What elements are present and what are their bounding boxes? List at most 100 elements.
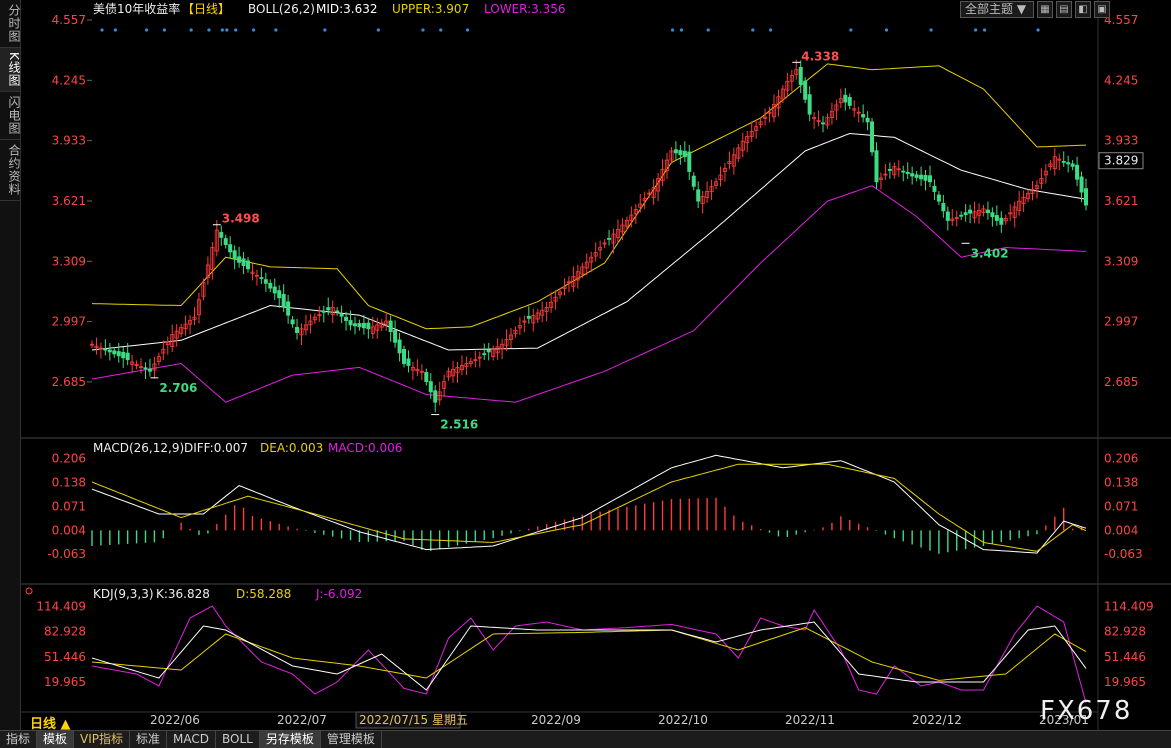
candle-body — [700, 195, 705, 204]
candle-body — [785, 80, 790, 91]
kdj-legend-d: D:58.288 — [236, 587, 291, 601]
candle-body — [660, 168, 665, 182]
candle-body — [348, 320, 353, 326]
signal-dot — [1036, 28, 1040, 32]
tab-templates[interactable]: 模板 — [37, 731, 75, 748]
candle-body — [901, 170, 906, 173]
candle-body — [196, 299, 201, 316]
candle-body — [165, 341, 170, 345]
candle-body — [549, 301, 554, 308]
tab-timeshare[interactable]: 分时图 — [0, 0, 21, 48]
macd-dea-line — [91, 463, 1087, 552]
candle-body — [281, 293, 286, 307]
candle-body — [254, 274, 259, 277]
signal-dot — [100, 28, 104, 32]
tab-manage-templates[interactable]: 管理模板 — [321, 731, 382, 748]
signal-dot — [323, 28, 327, 32]
chevron-down-icon: ▼ — [1016, 2, 1027, 16]
candle-body — [424, 372, 429, 382]
candle-body — [214, 229, 219, 252]
candle-body — [451, 368, 456, 377]
signal-dot — [974, 28, 978, 32]
candle-body — [1030, 189, 1035, 194]
candle-body — [339, 313, 344, 317]
kdj-y-tick-right: 114.409 — [1104, 599, 1154, 613]
chart-canvas[interactable]: 美债10年收益率 【日线】 BOLL(26,2) MID:3.632 UPPER:3.9… — [0, 0, 1171, 730]
candle-body — [798, 66, 803, 85]
tab-standard[interactable]: 标准 — [130, 731, 168, 748]
candle-body — [767, 111, 772, 114]
candle-body — [459, 365, 464, 371]
kdj-y-tick-right: 82.928 — [1104, 625, 1146, 639]
y-tick-right: 3.933 — [1104, 134, 1138, 148]
layout-icon[interactable]: ◧ — [1075, 1, 1091, 18]
candle-body — [642, 198, 647, 201]
candle-body — [344, 316, 349, 321]
candle-body — [1034, 185, 1039, 189]
y-tick-right: 4.245 — [1104, 73, 1138, 87]
tab-kline[interactable]: K线图 — [0, 48, 21, 92]
candle-body — [535, 312, 540, 320]
candle-body — [633, 209, 638, 215]
candle-body — [624, 220, 629, 227]
candle-body — [807, 94, 812, 115]
signal-dot — [274, 28, 278, 32]
candle-body — [161, 348, 166, 354]
tab-contract-info[interactable]: 合约资料 — [0, 140, 21, 201]
candle-body — [776, 96, 781, 109]
period-button[interactable]: 日线 ▲ — [30, 717, 71, 732]
x-axis-label: 2023/01 — [1039, 713, 1089, 727]
kdj-y-tick-right: 19.965 — [1104, 675, 1146, 689]
fullscreen-icon[interactable]: ▣ — [1094, 1, 1110, 18]
y-tick-right: 2.997 — [1104, 315, 1138, 329]
macd-y-tick-right: 0.071 — [1104, 500, 1138, 514]
candle-body — [771, 104, 776, 118]
settings-dot-icon — [25, 587, 33, 595]
macd-y-tick-left: -0.063 — [47, 547, 86, 561]
tab-boll[interactable]: BOLL — [216, 731, 260, 748]
candle-body — [375, 324, 380, 331]
candle-body — [843, 94, 848, 103]
candle-body — [959, 214, 964, 217]
x-axis-label: 2022/11 — [785, 713, 835, 727]
tab-macd[interactable]: MACD — [167, 731, 217, 748]
candle-body — [544, 307, 549, 312]
candle-body — [615, 229, 620, 238]
candle-body — [740, 140, 745, 151]
candle-body — [433, 390, 438, 403]
legend-lower: LOWER:3.356 — [484, 2, 566, 16]
signal-dot — [162, 28, 167, 32]
candle-body — [393, 330, 398, 343]
candle-body — [1039, 178, 1044, 184]
bottom-toolbar: 指标 模板 VIP指标 标准 MACD BOLL 另存模板 管理模板 — [0, 730, 1171, 748]
candle-body — [892, 165, 897, 176]
theme-select[interactable]: 全部主题 ▼ — [960, 1, 1034, 18]
candle-body — [90, 343, 95, 346]
tab-save-template[interactable]: 另存模板 — [259, 731, 321, 748]
candle-body — [985, 209, 990, 214]
macd-y-tick-left: 0.138 — [52, 476, 86, 490]
crosshair-date-box — [355, 711, 461, 729]
tab-indicators[interactable]: 指标 — [0, 731, 38, 748]
grid-view-icon[interactable]: ▦ — [1037, 1, 1053, 18]
candle-body — [286, 301, 291, 316]
y-tick-right: 3.621 — [1104, 194, 1138, 208]
candle-body — [919, 174, 924, 180]
candle-body — [210, 247, 215, 270]
tab-flash[interactable]: 闪电图 — [0, 92, 21, 140]
macd-legend-diff: DIFF:0.007 — [184, 441, 248, 455]
macd-diff-line — [91, 454, 1087, 554]
candle-body — [981, 208, 986, 214]
kdj-y-tick-right: 51.446 — [1104, 650, 1146, 664]
candle-body — [910, 173, 915, 177]
split-view-icon[interactable]: ▤ — [1056, 1, 1072, 18]
kdj-k-line — [91, 621, 1087, 691]
signal-dot — [207, 28, 211, 32]
y-tick-left: 2.997 — [52, 315, 86, 329]
candle-body — [705, 191, 710, 198]
kdj-j-line — [91, 605, 1087, 703]
candle-body — [317, 314, 322, 317]
candle-body — [847, 97, 852, 106]
tab-vip-indicators[interactable]: VIP指标 — [74, 731, 131, 748]
candle-body — [691, 175, 696, 187]
